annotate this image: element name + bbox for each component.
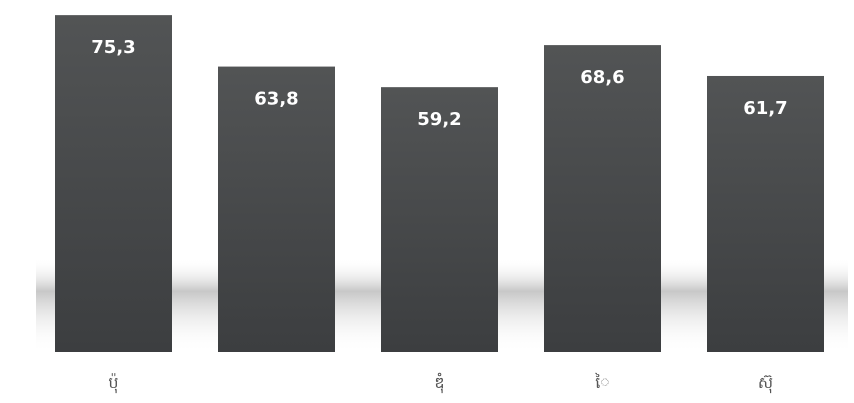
bar-0 (55, 15, 172, 352)
category-label-4: ស៊ុ (758, 373, 773, 394)
bar-3 (544, 45, 661, 353)
bar-value-label-1: 63,8 (254, 89, 298, 110)
category-label-3: ៃ (594, 372, 609, 392)
bar-4 (707, 75, 824, 352)
category-labels-layer: ប៉ុ ឌុំៃ ស៊ុ (108, 372, 773, 394)
category-label-0: ប៉ុ (108, 373, 118, 394)
value-labels-layer: 75,3 63,8 59,2 68,6 61,7 (91, 37, 787, 130)
category-label-2: ឌុំ (434, 372, 444, 394)
bar-value-label-4: 61,7 (743, 98, 787, 119)
bar-value-label-2: 59,2 (417, 109, 461, 130)
bar-value-label-0: 75,3 (91, 37, 135, 58)
bar-1 (218, 66, 335, 352)
bar-value-label-3: 68,6 (580, 67, 624, 88)
bars-layer (55, 15, 824, 353)
bar-2 (381, 87, 498, 352)
